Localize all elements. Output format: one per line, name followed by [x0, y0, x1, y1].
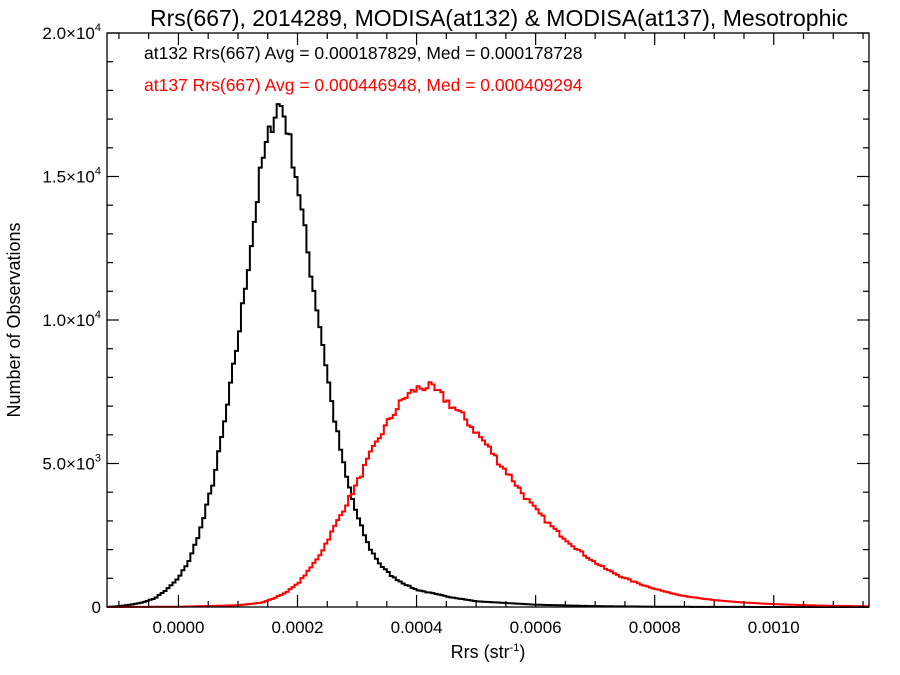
x-tick-label: 0.0000: [152, 618, 204, 637]
chart-title: Rrs(667), 2014289, MODISA(at132) & MODIS…: [150, 5, 848, 31]
y-tick-label: 1.0×104: [42, 309, 101, 330]
y-axis-label: Number of Observations: [4, 222, 24, 417]
series-layer: [107, 103, 869, 608]
plot-frame: [106, 32, 870, 608]
series-at137-line: [107, 381, 869, 608]
annotation-at132: at132 Rrs(667) Avg = 0.000187829, Med = …: [144, 43, 583, 63]
x-axis-label: Rrs (str-1): [451, 642, 526, 662]
x-tick-label: 0.0002: [272, 618, 324, 637]
y-tick-label: 1.5×104: [42, 166, 101, 187]
tick-labels-layer: 0.0000 0.0002 0.0004 0.0006 0.0008 0.0010 0 5.0…: [42, 22, 799, 637]
y-tick-label: 5.0×103: [42, 453, 101, 474]
y-tick-label: 0: [92, 598, 101, 617]
x-tick-label: 0.0010: [748, 618, 800, 637]
y-tick-label: 2.0×104: [42, 22, 101, 43]
annotation-at137: at137 Rrs(667) Avg = 0.000446948, Med = …: [144, 75, 583, 95]
x-tick-label: 0.0008: [629, 618, 681, 637]
ticks-layer: [107, 32, 869, 608]
x-tick-label: 0.0004: [391, 618, 443, 637]
x-tick-label: 0.0006: [510, 618, 562, 637]
series-at132-line: [107, 103, 869, 608]
